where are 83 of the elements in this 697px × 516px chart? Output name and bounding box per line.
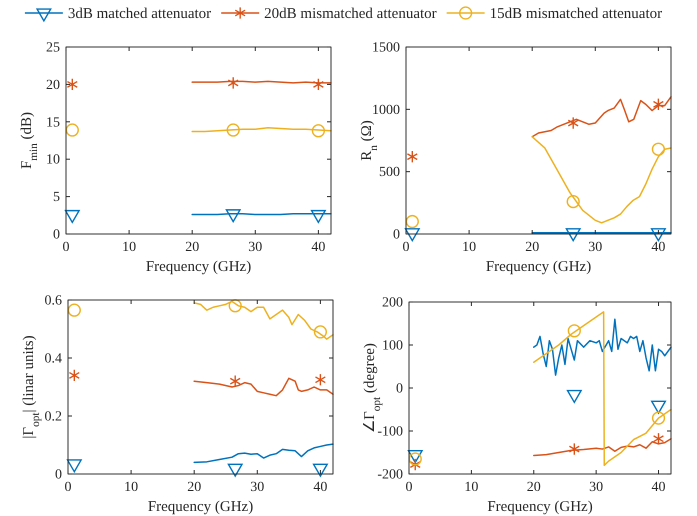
y-tick-label: 10 [46,152,60,168]
x-tick-label: 40 [313,480,328,495]
point [228,464,243,477]
legend-label: 3dB matched attenuator [68,6,212,22]
point [652,142,665,156]
x-axis-title: Frequency (GHz) [146,259,252,275]
point [410,458,421,471]
x-tick-label: 30 [250,480,264,495]
point [226,123,240,137]
y-tick-label: 5 [53,190,60,206]
point [566,194,580,208]
x-tick-label: 10 [122,240,136,255]
x-tick-label: 40 [311,240,326,255]
y-tick-label: 25 [46,40,60,56]
x-tick-label: 30 [248,240,262,255]
y-tick-label: 0.6 [44,293,62,308]
point [68,369,80,382]
point [228,76,239,90]
x-tick-label: 20 [187,480,202,495]
y-tick-label: 1500 [372,40,400,56]
y-tick-label: 20 [46,78,60,93]
line-series [533,318,672,376]
point [228,299,242,312]
point [314,373,326,386]
point [230,374,241,388]
y-tick-label: 0.4 [44,351,62,366]
y-tick-label: 500 [379,165,400,180]
point [650,228,666,242]
point [568,442,580,456]
line-series [531,96,672,138]
y-tick-label: 0 [393,227,400,242]
point [652,411,666,425]
y-tick-label: 0.2 [44,409,62,424]
x-tick-label: 30 [588,240,602,255]
y-tick-label: 0 [55,467,62,482]
y-tick-label: 200 [382,295,403,310]
line-series [193,300,334,340]
line-series [533,311,672,466]
legend-label: 20dB mismatched attenuator [264,6,437,22]
point [568,116,579,130]
x-tick-label: 20 [185,240,200,255]
point [652,432,664,446]
x-axis-title: Frequency (GHz) [487,499,593,515]
x-tick-label: 10 [464,480,478,495]
x-tick-label: 0 [406,480,412,495]
y-tick-label: 15 [46,115,60,130]
y-tick-label: 0 [53,227,60,242]
x-axis-title: Frequency (GHz) [486,259,592,275]
x-tick-label: 40 [651,240,666,255]
x-tick-label: 10 [124,480,138,495]
point [312,124,325,138]
point [66,459,82,472]
point [64,210,80,224]
x-axis-title: Frequency (GHz) [148,499,254,515]
legend-label: 15dB mismatched attenuator [490,6,662,22]
x-tick-label: 30 [589,480,604,495]
line-series [193,443,334,464]
point [404,228,420,242]
x-tick-label: 40 [652,480,666,495]
y-tick-label: 1000 [372,102,400,118]
point [312,464,328,477]
y-tick-label: -100 [377,424,403,440]
x-tick-label: 20 [526,480,541,495]
point [312,78,324,91]
point [66,78,78,91]
y-tick-label: 100 [382,338,403,354]
point [226,209,241,222]
point [66,123,79,137]
point [566,228,581,242]
point [652,98,664,111]
line-series [531,136,672,224]
point [406,150,418,164]
point [310,210,326,224]
line-series [193,378,334,396]
y-tick-label: 0 [396,381,403,396]
point [68,304,81,317]
point [406,214,419,228]
y-tick-label: -200 [377,467,403,482]
x-tick-label: 0 [64,480,72,495]
x-tick-label: 20 [525,240,540,255]
point [314,325,327,339]
x-tick-label: 10 [462,240,476,255]
point [568,324,581,338]
